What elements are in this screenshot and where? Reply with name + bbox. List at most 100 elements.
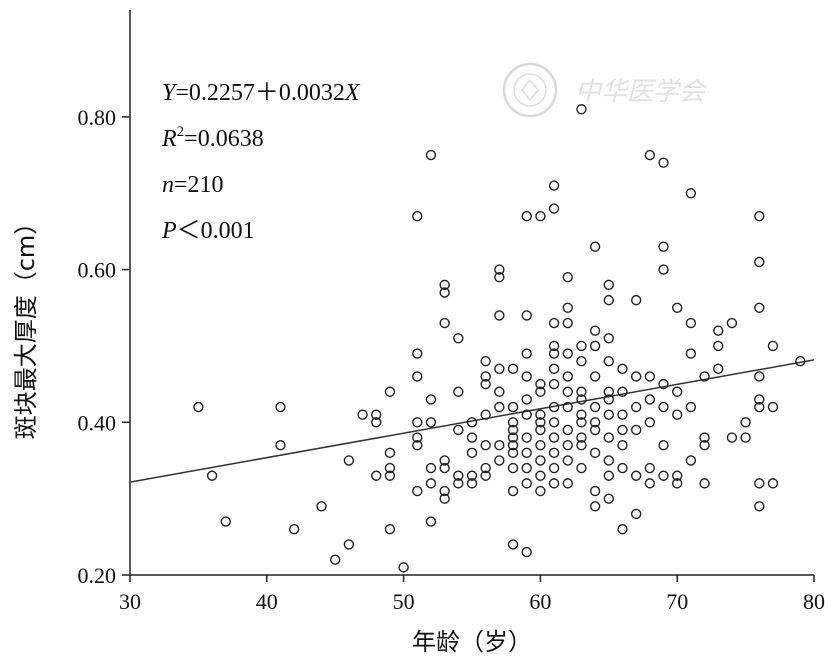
data-point [480, 462, 491, 474]
data-point [548, 432, 560, 443]
data-point [412, 485, 423, 497]
p-value: P＜0.001 [161, 218, 255, 244]
data-point [494, 272, 505, 283]
data-point [507, 432, 519, 443]
data-point [548, 401, 560, 413]
data-point [630, 470, 642, 481]
data-point [658, 401, 669, 413]
data-point [740, 417, 751, 428]
data-point [535, 386, 546, 397]
y-tick-label: 0.80 [78, 105, 117, 130]
data-point [603, 394, 614, 405]
data-point [521, 432, 532, 443]
data-point [630, 401, 642, 413]
watermark: 中华医学会 [502, 62, 708, 118]
data-point [439, 462, 450, 474]
data-point [795, 356, 806, 367]
data-point [589, 417, 601, 428]
data-point [275, 401, 286, 413]
data-point [562, 401, 573, 413]
data-point [617, 409, 628, 420]
data-point [767, 340, 779, 352]
data-point [521, 447, 532, 459]
x-tick-label: 30 [119, 589, 141, 614]
equation-body: =0.2257＋0.0032 [175, 80, 345, 106]
data-point [521, 462, 532, 474]
data-point [439, 485, 450, 497]
data-point [384, 447, 396, 459]
data-point [576, 340, 587, 352]
data-point [603, 386, 614, 397]
data-point [316, 501, 327, 512]
y-ticks: 0.20 0.40 0.60 0.80 [78, 105, 130, 588]
x-axis-title: 年龄（岁） [412, 628, 532, 656]
data-point [439, 455, 450, 466]
data-point [453, 333, 464, 344]
data-point [562, 440, 573, 451]
data-point [672, 470, 683, 481]
data-point [672, 409, 683, 420]
data-point [507, 363, 519, 375]
r-value: =0.0638 [184, 126, 264, 152]
data-point [576, 440, 587, 451]
data-point [288, 523, 300, 535]
data-point [562, 302, 573, 313]
data-point [466, 447, 478, 459]
data-point [685, 317, 697, 329]
data-point [589, 401, 601, 413]
data-point [507, 447, 519, 459]
data-point [685, 348, 697, 359]
data-point [453, 424, 464, 436]
data-point [754, 302, 765, 313]
data-point [193, 401, 204, 413]
data-point [630, 294, 642, 306]
data-point [576, 462, 587, 474]
data-point [343, 455, 355, 466]
data-point [480, 409, 491, 420]
data-point [740, 432, 751, 443]
data-point [548, 203, 560, 214]
data-point [412, 417, 423, 428]
data-point [480, 378, 491, 390]
data-point [576, 417, 587, 428]
data-point [439, 493, 450, 504]
data-point [630, 424, 642, 436]
data-point [425, 516, 437, 527]
data-point [357, 409, 368, 420]
x-tick-label: 50 [393, 589, 415, 614]
axes [129, 10, 814, 576]
data-point [521, 409, 532, 420]
data-point [535, 417, 546, 428]
data-point [603, 455, 614, 466]
data-point [644, 417, 656, 428]
data-point [589, 241, 601, 252]
x-tick-label: 80 [803, 589, 825, 614]
data-point [466, 470, 478, 481]
data-point [507, 401, 519, 413]
data-point [726, 317, 738, 329]
data-point [548, 340, 560, 352]
data-point [576, 104, 587, 115]
data-point [535, 485, 546, 497]
data-point [548, 462, 560, 474]
data-point [453, 478, 464, 489]
data-point [685, 455, 697, 466]
data-point [630, 371, 642, 382]
data-point [384, 386, 396, 397]
data-point [521, 210, 532, 222]
data-point [603, 432, 614, 443]
data-point [658, 241, 669, 252]
data-point [535, 409, 546, 420]
data-point [754, 478, 765, 489]
data-point [562, 386, 573, 397]
data-point [439, 317, 450, 329]
data-point [439, 287, 450, 298]
data-point [535, 210, 546, 222]
data-point [562, 455, 573, 466]
data-point [617, 424, 628, 436]
data-point [617, 523, 628, 535]
y-tick-label: 0.40 [78, 410, 117, 435]
data-point [672, 302, 683, 313]
data-point [480, 440, 491, 451]
